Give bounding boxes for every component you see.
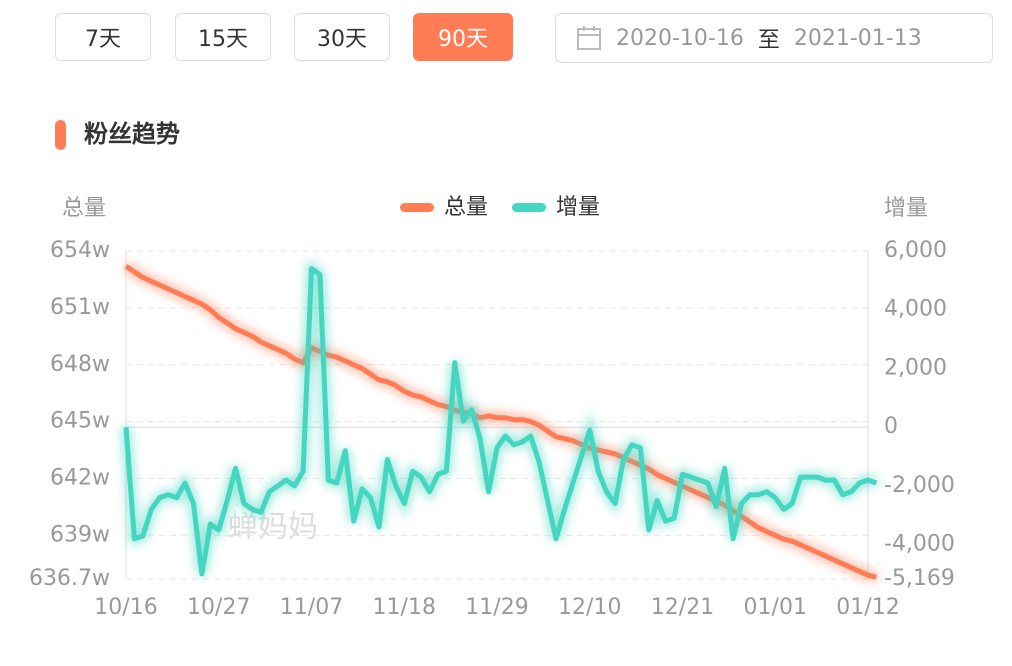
y2-axis-title: 增量 bbox=[884, 196, 928, 221]
x-tick-label: 12/10 bbox=[558, 595, 621, 620]
y2-tick-label: 2,000 bbox=[884, 355, 947, 380]
title-marker bbox=[55, 120, 66, 150]
y2-tick-label: 4,000 bbox=[884, 297, 947, 322]
legend-swatch bbox=[512, 203, 546, 212]
date-range[interactable]: 2020-10-16 至 2021-01-13 bbox=[555, 13, 993, 63]
line-glow bbox=[123, 262, 878, 582]
range-button-active[interactable]: 90天 bbox=[413, 13, 513, 61]
range-button[interactable]: 15天 bbox=[175, 13, 271, 61]
y-tick-label: 645w bbox=[50, 409, 110, 434]
x-tick-label: 11/29 bbox=[465, 595, 528, 620]
range-button[interactable]: 30天 bbox=[294, 13, 390, 61]
y2-tick-label: 0 bbox=[884, 414, 898, 439]
y-tick-label: 651w bbox=[50, 295, 110, 320]
y-tick-label: 648w bbox=[50, 352, 110, 377]
x-tick-label: 11/07 bbox=[280, 595, 343, 620]
y2-tick-label: -2,000 bbox=[884, 473, 955, 498]
x-tick-label: 10/16 bbox=[94, 595, 157, 620]
legend-swatch bbox=[400, 203, 434, 212]
y-tick-label: 654w bbox=[50, 238, 110, 263]
y-tick-label: 639w bbox=[50, 522, 110, 547]
x-tick-label: 10/27 bbox=[187, 595, 250, 620]
x-tick-label: 01/12 bbox=[836, 595, 899, 620]
calendar-icon bbox=[577, 26, 601, 50]
date-separator: 至 bbox=[757, 28, 780, 53]
line bbox=[123, 266, 878, 577]
x-tick-label: 01/01 bbox=[744, 595, 807, 620]
y2-tick-label: 6,000 bbox=[884, 238, 947, 263]
legend-label: 增量 bbox=[556, 195, 600, 220]
y-axis-title: 总量 bbox=[62, 196, 106, 221]
date-end: 2021-01-13 bbox=[793, 25, 922, 51]
range-button[interactable]: 7天 bbox=[55, 13, 151, 61]
legend-label: 总量 bbox=[444, 195, 488, 220]
line bbox=[124, 264, 877, 580]
y2-tick-label: -4,000 bbox=[884, 532, 955, 557]
watermark: 蝉妈妈 bbox=[228, 510, 318, 545]
y-tick-label: 636.7w bbox=[29, 566, 110, 591]
x-tick-label: 12/21 bbox=[651, 595, 714, 620]
line-glow bbox=[121, 259, 879, 575]
date-start: 2020-10-16 bbox=[616, 25, 744, 51]
chart-title: 粉丝趋势 bbox=[84, 120, 180, 148]
x-tick-label: 11/18 bbox=[373, 595, 436, 620]
y-tick-label: 642w bbox=[50, 466, 110, 491]
y2-tick-label: -5,169 bbox=[884, 566, 955, 591]
